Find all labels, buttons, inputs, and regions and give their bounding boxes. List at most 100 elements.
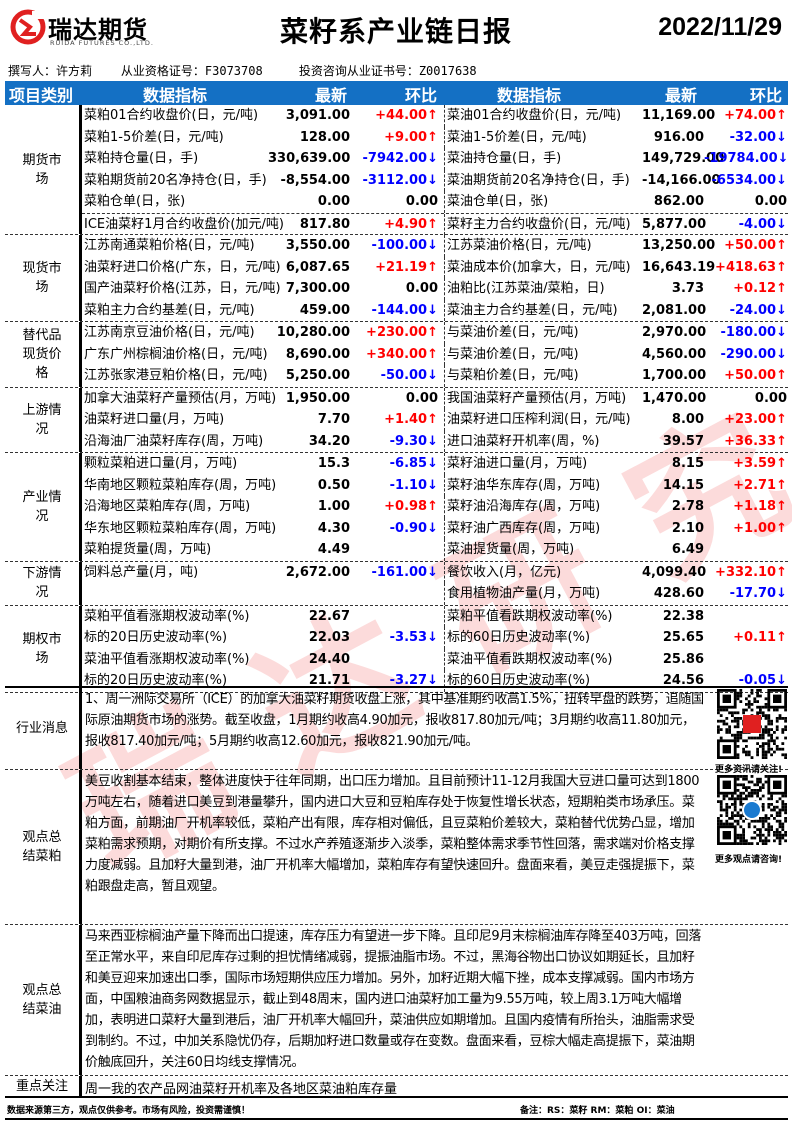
change-value: -144.00↓ xyxy=(371,302,438,318)
latest-value-right: 4,099.40 xyxy=(642,564,707,580)
indicator-name-right: 菜粕平值看跌期权波动率(%) xyxy=(444,605,644,627)
oil-view-section: 观点总结菜油 马来西亚棕榈油产量下降而出口提速，库存压力有望进一步下降。且印尼9… xyxy=(5,925,788,1076)
table-row: 油菜籽进口量(月，万吨) 7.70 +1.40↑ 油菜籽进口压榨利润(日，元/吨) 8.… xyxy=(82,409,788,431)
wechat-qr-code[interactable] xyxy=(717,689,787,759)
table-row: 华东地区颗粒菜粕库存(周，万吨) 4.30 -0.90↓ 菜籽油广西库存(周，万吨) 2… xyxy=(82,517,788,539)
latest-value-right: 6.49 xyxy=(671,542,704,557)
table-row: 华南地区颗粒菜粕库存(周，万吨) 0.50 -1.10↓ 菜籽油华东库存(周，万吨) 1… xyxy=(82,474,788,496)
table-row: 饲料总产量(月，吨) 2,672.00 -161.00↓ 餐饮收入(月，亿元) 4,09… xyxy=(82,561,788,583)
latest-value-right: 11,169.00 xyxy=(642,108,716,123)
indicator-name: 菜粕01合约收盘价(日，元/吨) xyxy=(84,108,259,123)
table-row: 菜粕平值看涨期权波动率(%) 22.67 菜粕平值看跌期权波动率(%) 22.38 xyxy=(82,605,788,627)
oil-view-text: 马来西亚棕榈油产量下降而出口提速，库存压力有望进一步下降。且印尼9月末棕榈油库存… xyxy=(85,929,702,1070)
latest-value: 0.00 xyxy=(317,194,350,209)
section-category: 期权市场 xyxy=(5,605,82,692)
table-row: 江苏张家港豆粕价格(日，元/吨) 5,250.00 -50.00↓ 与菜粕价差(日，元… xyxy=(82,365,788,387)
qr-label-consult: 更多观点请咨询! xyxy=(715,855,783,865)
abbrev-note: 备注：RS：菜籽 RM：菜粕 OI：菜油 xyxy=(520,1106,675,1116)
news-section: 行业消息 1、周一洲际交易所（ICE）的加拿大油菜籽期货收盘上涨，其中基准期约收… xyxy=(5,686,788,770)
indicator-name-right: 江苏菜油价格(日，元/吨) xyxy=(444,235,644,257)
change-value: +9.00↑ xyxy=(384,129,438,145)
table-row: 国产油菜籽价格(江苏，日，元/吨) 7,300.00 0.00 油粕比(江苏菜油/菜粕… xyxy=(82,278,788,300)
logo-subtext: RUIDA FUTURES CO.,LTD. xyxy=(50,39,154,47)
indicator-name-right: 油粕比(江苏菜油/菜粕，日) xyxy=(444,278,644,300)
table-row: 菜粕主力合约基差(日，元/吨) 459.00 -144.00↓ 菜油主力合约基差(日，… xyxy=(82,299,788,321)
indicator-name: 广东广州棕榈油价格(日，元/吨) xyxy=(84,346,268,362)
meal-view-section: 观点总结菜粕 美豆收割基本结束，整体进度快于往年同期，出口压力增加。且目前预计1… xyxy=(5,770,788,925)
change-value: -3.53↓ xyxy=(389,630,438,645)
footer: 数据来源第三方，观点仅供参考。市场有风险，投资需谨慎！ 备注：RS：菜籽 RM：… xyxy=(5,1100,788,1120)
change-value-right: -17.70↓ xyxy=(729,586,787,601)
latest-value-right: 862.00 xyxy=(653,194,704,209)
focus-text: 周一我的农产品网油菜籽开机率及各地区菜油粕库存量 xyxy=(85,1082,398,1097)
change-value-right: 0.00 xyxy=(754,194,787,209)
indicator-name: 菜粕主力合约基差(日，元/吨) xyxy=(84,302,255,318)
section-category: 上游情况 xyxy=(5,387,82,452)
change-value: 0.00 xyxy=(405,281,438,296)
change-value-right: +1.00↑ xyxy=(733,520,787,536)
ruida-logo-icon xyxy=(10,9,46,45)
consult-qr-code[interactable] xyxy=(717,775,787,845)
indicator-name: 沿海地区菜粕库存(周，万吨) xyxy=(84,499,251,514)
data-table: 期货市场 菜粕01合约收盘价(日，元/吨) 3,091.00 +44.00↑ 菜油01合… xyxy=(5,105,789,693)
table-section: 期权市场 菜粕平值看涨期权波动率(%) 22.67 菜粕平值看跌期权波动率(%) 22.… xyxy=(5,605,788,693)
latest-value-right: 1,700.00 xyxy=(642,368,707,383)
col-latest-2: 最新 xyxy=(665,86,698,105)
indicator-name: 菜粕仓单(日，张) xyxy=(84,194,186,209)
table-row: 沿海油厂油菜籽库存(周，万吨) 34.20 -9.30↓ 进口油菜籽开机率(周，%) 3… xyxy=(82,430,788,452)
change-value-right: -19784.00↓ xyxy=(704,151,789,166)
latest-value-right: 428.60 xyxy=(653,586,704,601)
latest-value: 2,672.00 xyxy=(285,564,350,580)
change-value-right: -180.00↓ xyxy=(720,325,787,340)
indicator-name-right: 与菜油价差(日，元/吨) xyxy=(444,343,644,365)
change-value: 0.00 xyxy=(405,390,438,406)
report-title: 菜籽系产业链日报 xyxy=(280,15,513,48)
latest-value-right: 5,877.00 xyxy=(642,216,707,232)
change-value-right: 0.00 xyxy=(754,390,787,406)
change-value-right: +418.63↑ xyxy=(715,259,787,275)
change-value-right: +3.59↑ xyxy=(733,456,787,471)
change-value-right: +0.11↑ xyxy=(733,630,787,645)
change-value: -6.85↓ xyxy=(389,456,438,471)
latest-value: 3,091.00 xyxy=(285,108,350,123)
latest-value-right: 4,560.00 xyxy=(642,346,707,362)
indicator-name-right: 菜油持仓量(日，手) xyxy=(444,148,644,170)
latest-value-right: 2,970.00 xyxy=(642,325,707,340)
indicator-name-right: 标的60日历史波动率(%) xyxy=(444,627,644,649)
table-row: 菜粕提货量(周，万吨) 4.49 菜油提货量(周，万吨) 6.49 xyxy=(82,539,788,561)
news-category: 行业消息 xyxy=(5,688,82,769)
change-value: -9.30↓ xyxy=(389,433,438,449)
indicator-name-right: 我国油菜籽产量预估(月，万吨) xyxy=(444,387,644,409)
change-value-right: +0.12↑ xyxy=(733,281,787,296)
indicator-name: ICE油菜籽1月合约收盘价(加元/吨) xyxy=(84,216,284,232)
table-section: 期货市场 菜粕01合约收盘价(日，元/吨) 3,091.00 +44.00↑ 菜油01合… xyxy=(5,105,789,235)
latest-value-right: 2,081.00 xyxy=(642,302,707,318)
table-row: 广东广州棕榈油价格(日，元/吨) 8,690.00 +340.00↑ 与菜油价差(日，… xyxy=(82,343,788,365)
table-row: 菜粕持仓量(日，手) 330,639.00 -7942.00↓ 菜油持仓量(日，手) 1… xyxy=(82,148,789,170)
indicator-name: 华东地区颗粒菜粕库存(周，万吨) xyxy=(84,520,277,536)
indicator-name: 颗粒菜粕进口量(月，万吨) xyxy=(84,456,238,471)
change-value: -7942.00↓ xyxy=(362,151,439,166)
indicator-name-right: 菜油成本价(加拿大，日，元/吨) xyxy=(444,256,644,278)
indicator-name: 菜粕期货前20名净持仓(日，手) xyxy=(84,172,267,188)
change-value-right: +2.71↑ xyxy=(733,477,787,493)
table-header: 项目类别 数据指标 最新 环比 数据指标 最新 环比 xyxy=(5,81,788,105)
indicator-name-right: 与菜油价差(日，元/吨) xyxy=(444,322,644,344)
latest-value-right: 24.56 xyxy=(662,673,704,688)
latest-value-right: 149,729.00 xyxy=(642,151,725,166)
indicator-name: 江苏南通菜粕价格(日，元/吨) xyxy=(84,238,255,253)
section-category: 下游情况 xyxy=(5,561,82,605)
latest-value: 817.80 xyxy=(299,216,350,232)
indicator-name-right: 餐饮收入(月，亿元) xyxy=(444,561,644,583)
latest-value-right: 14.15 xyxy=(662,477,704,493)
latest-value: 21.71 xyxy=(308,673,350,688)
latest-value: 10,280.00 xyxy=(276,325,350,340)
indicator-name: 江苏南京豆油价格(日，元/吨) xyxy=(84,325,255,340)
latest-value: 1,950.00 xyxy=(285,390,350,406)
change-value-right: +23.00↑ xyxy=(724,412,787,427)
indicator-name-right: 菜籽油广西库存(周，万吨) xyxy=(444,517,644,539)
latest-value-right: 8.15 xyxy=(671,456,704,471)
table-section: 替代品现货价格 江苏南京豆油价格(日，元/吨) 10,280.00 +230.00↑ 与… xyxy=(5,322,788,388)
table-row: 江苏南通菜粕价格(日，元/吨) 3,550.00 -100.00↓ 江苏菜油价格(日，… xyxy=(82,235,788,257)
indicator-name-right: 菜籽油沿海库存(周，万吨) xyxy=(444,496,644,518)
